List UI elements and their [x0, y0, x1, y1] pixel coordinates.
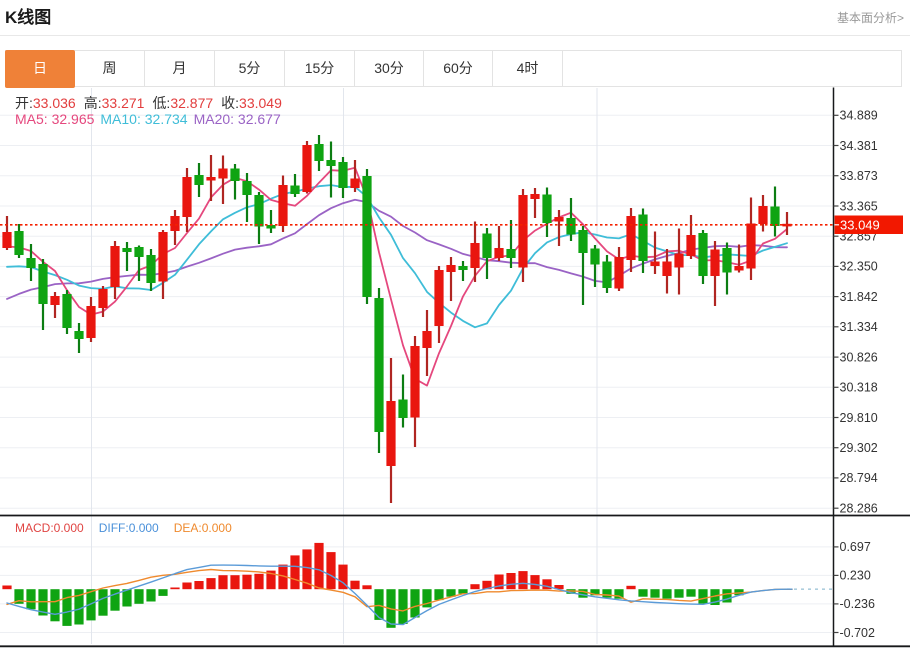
svg-text:0.230: 0.230 — [840, 569, 871, 583]
svg-text:-0.702: -0.702 — [840, 626, 875, 640]
svg-text:34.381: 34.381 — [840, 139, 878, 153]
svg-text:32.350: 32.350 — [840, 260, 878, 274]
svg-text:28.286: 28.286 — [840, 502, 878, 516]
svg-text:31.842: 31.842 — [840, 290, 878, 304]
svg-text:33.365: 33.365 — [840, 199, 878, 213]
svg-text:28.794: 28.794 — [840, 471, 878, 485]
svg-text:0.697: 0.697 — [840, 540, 871, 554]
svg-text:30.826: 30.826 — [840, 350, 878, 364]
svg-text:30.318: 30.318 — [840, 381, 878, 395]
svg-text:33.873: 33.873 — [840, 169, 878, 183]
svg-text:29.810: 29.810 — [840, 411, 878, 425]
svg-text:34.889: 34.889 — [840, 109, 878, 123]
svg-text:33.049: 33.049 — [840, 217, 880, 232]
svg-text:-0.236: -0.236 — [840, 597, 875, 611]
svg-text:31.334: 31.334 — [840, 320, 878, 334]
svg-text:29.302: 29.302 — [840, 441, 878, 455]
